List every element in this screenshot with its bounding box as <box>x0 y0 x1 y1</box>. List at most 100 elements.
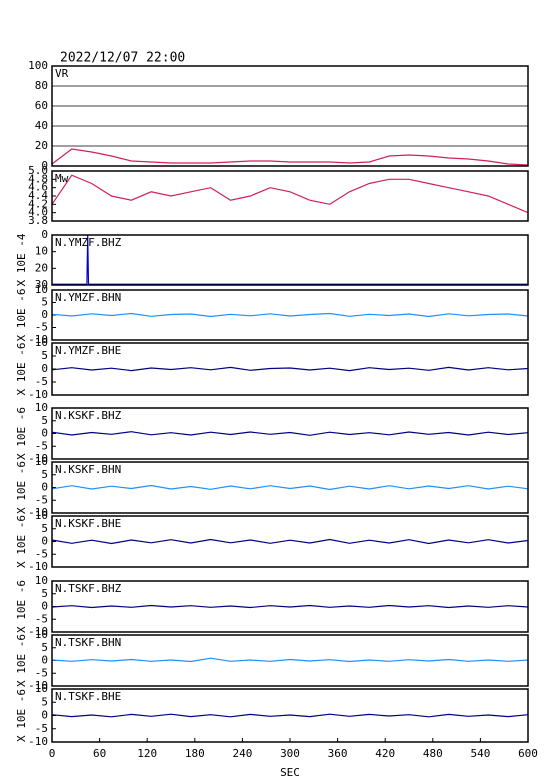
y-axis-label: X 10E -4 <box>15 233 28 286</box>
y-axis-label: X 10E -6 <box>15 634 28 687</box>
trace-line <box>51 713 529 718</box>
y-tick-label: -5 <box>35 722 48 735</box>
x-tick-label: 120 <box>137 747 157 760</box>
y-tick-label: -5 <box>35 612 48 625</box>
panel-label: N.YMZF.BHN <box>55 291 121 304</box>
y-axis-label: X 10E -6 <box>15 515 28 568</box>
y-tick-label: 0 <box>41 535 48 548</box>
y-tick-label: -10 <box>28 333 48 346</box>
x-tick-label: 480 <box>423 747 443 760</box>
trace-line <box>51 366 529 372</box>
panel-frame <box>51 342 529 396</box>
y-tick-label: 5 <box>41 349 48 362</box>
x-tick-label: 540 <box>470 747 490 760</box>
panel-frame <box>51 407 529 460</box>
y-tick-label: 5 <box>41 695 48 708</box>
y-tick-label: 5 <box>41 296 48 309</box>
panel-label: VR <box>55 67 69 80</box>
panel-label: N.KSKF.BHZ <box>55 409 122 422</box>
y-tick-label: 30 <box>35 278 48 291</box>
y-tick-label: 100 <box>28 59 48 72</box>
panel-label: Mw <box>55 172 69 185</box>
y-tick-label: 10 <box>35 283 48 296</box>
y-tick-label: -10 <box>28 625 48 638</box>
y-tick-label: -10 <box>28 452 48 465</box>
y-tick-label: 20 <box>35 139 48 152</box>
panel-label: N.KSKF.BHE <box>55 517 121 530</box>
y-tick-label: 4.2 <box>28 197 48 210</box>
y-tick-label: 0 <box>41 427 48 440</box>
y-tick-label: 0 <box>41 308 48 321</box>
y-tick-label: 10 <box>35 574 48 587</box>
trace-line <box>51 604 529 609</box>
x-tick-label: 180 <box>185 747 205 760</box>
panel-label: N.TSKF.BHN <box>55 636 121 649</box>
panel-label: N.TSKF.BHZ <box>55 582 122 595</box>
y-tick-label: 0 <box>41 709 48 722</box>
panel-frame <box>51 65 529 167</box>
panel-frame <box>51 234 529 286</box>
panel-label: N.KSKF.BHN <box>55 463 121 476</box>
y-tick-label: 10 <box>35 509 48 522</box>
y-tick-label: 10 <box>35 682 48 695</box>
y-axis-label: X 10E -6 <box>15 580 28 633</box>
y-tick-label: -10 <box>28 560 48 573</box>
y-axis-label: X 10E -6 <box>15 689 28 742</box>
y-tick-label: 0 <box>41 481 48 494</box>
y-axis-label: X 10E -6 <box>15 343 28 396</box>
trace-line <box>52 234 528 285</box>
panel-label: N.YMZF.BHE <box>55 344 121 357</box>
panel-frame <box>51 515 529 568</box>
y-tick-label: 10 <box>35 455 48 468</box>
y-tick-label: -10 <box>28 506 48 519</box>
y-tick-label: 5 <box>41 587 48 600</box>
y-tick-label: 4.6 <box>28 181 48 194</box>
y-tick-label: -10 <box>28 679 48 692</box>
y-tick-label: 0 <box>41 159 48 172</box>
panel-label: N.TSKF.BHE <box>55 690 121 703</box>
y-tick-label: 5 <box>41 468 48 481</box>
trace-line <box>51 312 529 318</box>
y-tick-label: -5 <box>35 439 48 452</box>
y-tick-label: 5.0 <box>28 164 48 177</box>
trace-line <box>51 657 529 663</box>
chart-title: 2022/12/07 22:00 <box>60 51 185 66</box>
x-tick-label: 360 <box>328 747 348 760</box>
y-tick-label: 0 <box>41 654 48 667</box>
trace-line <box>51 431 529 436</box>
y-tick-label: 3.8 <box>28 214 48 227</box>
y-axis-label: X 10E -6 <box>15 461 28 514</box>
y-tick-label: -5 <box>35 493 48 506</box>
y-tick-label: 10 <box>35 245 48 258</box>
x-tick-label: 300 <box>280 747 300 760</box>
y-tick-label: 5 <box>41 414 48 427</box>
y-tick-label: 0 <box>41 228 48 241</box>
y-tick-label: -5 <box>35 321 48 334</box>
y-tick-label: 0 <box>41 362 48 375</box>
y-tick-label: 4.8 <box>28 172 48 185</box>
x-axis-label: SEC <box>280 766 300 779</box>
x-tick-label: 0 <box>49 747 56 760</box>
panel-frame <box>51 461 529 514</box>
y-tick-label: 4.4 <box>28 189 48 202</box>
x-tick-label: 600 <box>518 747 538 760</box>
trace-line <box>51 148 529 166</box>
trace-line <box>51 174 529 214</box>
y-tick-label: 40 <box>35 119 48 132</box>
trace-line <box>51 538 529 545</box>
y-tick-label: 80 <box>35 79 48 92</box>
x-tick-label: 240 <box>232 747 252 760</box>
y-tick-label: 10 <box>35 628 48 641</box>
y-axis-label: X 10E -6 <box>15 289 28 342</box>
y-tick-label: 5 <box>41 522 48 535</box>
y-tick-label: 4.0 <box>28 206 48 219</box>
y-tick-label: 20 <box>35 261 48 274</box>
y-tick-label: 60 <box>35 99 48 112</box>
trace-line <box>51 484 529 491</box>
x-tick-label: 420 <box>375 747 395 760</box>
panel-frame <box>51 170 529 222</box>
y-tick-label: 10 <box>35 336 48 349</box>
y-tick-label: -10 <box>28 735 48 748</box>
x-tick-label: 60 <box>93 747 106 760</box>
